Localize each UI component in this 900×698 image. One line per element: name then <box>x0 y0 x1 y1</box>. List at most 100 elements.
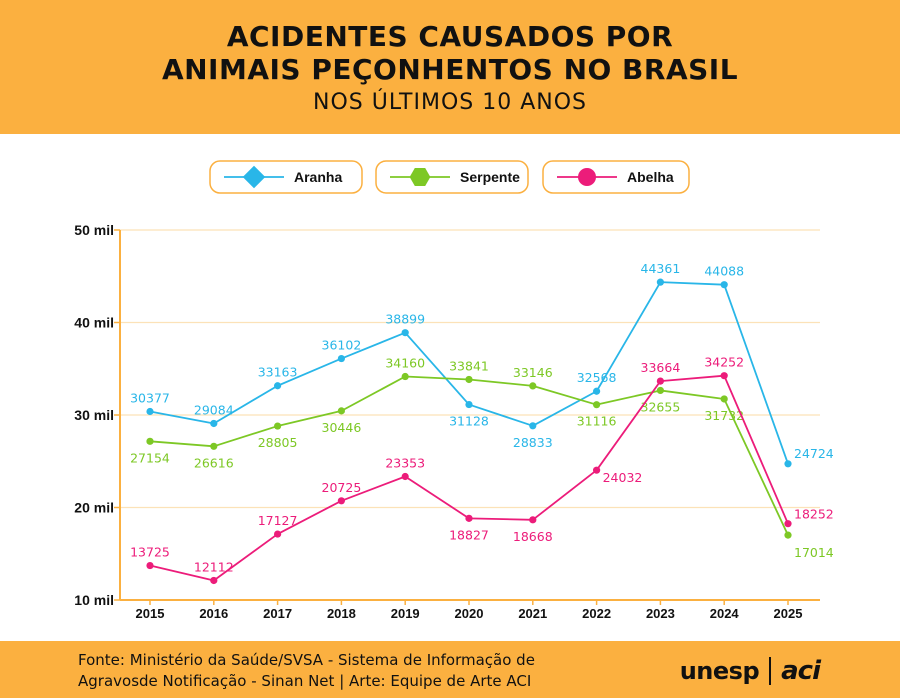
chart-title: ACIDENTES CAUSADOS POR ANIMAIS PEÇONHENT… <box>0 20 900 86</box>
data-label: 32655 <box>641 399 681 414</box>
x-tick-label: 2015 <box>136 606 165 621</box>
line-chart: 10 mil 20 mil 30 mil 40 mil 50 mil 2015 2016 20… <box>74 160 834 621</box>
data-label: 31732 <box>704 408 744 423</box>
aci-logo: aci <box>781 656 821 686</box>
data-point <box>784 520 792 528</box>
legend-label: Abelha <box>627 169 674 185</box>
data-label: 33163 <box>258 365 298 380</box>
data-point <box>784 531 792 539</box>
data-label: 20725 <box>322 480 362 495</box>
data-label: 44361 <box>641 261 681 276</box>
data-point <box>210 576 218 585</box>
data-point <box>593 401 601 409</box>
legend-label: Serpente <box>460 169 520 185</box>
data-label: 24032 <box>603 470 643 485</box>
data-label: 34252 <box>704 355 744 370</box>
data-label: 13725 <box>130 545 170 560</box>
data-point <box>656 278 665 286</box>
legend-item-box <box>375 160 529 194</box>
x-tick-label: 2021 <box>518 606 547 621</box>
data-point <box>210 419 218 428</box>
data-point <box>593 387 601 395</box>
data-point <box>720 395 728 403</box>
x-tick-label: 2019 <box>391 606 420 621</box>
data-label: 30446 <box>322 420 362 435</box>
series-line <box>149 375 789 536</box>
data-point <box>146 437 154 445</box>
data-point <box>210 442 218 450</box>
x-tick-label: 2024 <box>710 606 740 621</box>
x-tick-label: 2016 <box>199 606 228 621</box>
data-label: 34160 <box>385 356 425 371</box>
source-line2: Agravosde Notificação - Sinan Net | Arte… <box>78 672 532 690</box>
data-point <box>465 514 473 522</box>
x-tick-label: 2025 <box>774 606 803 621</box>
legend-label: Aranha <box>294 169 342 185</box>
chart-title-line1: ACIDENTES CAUSADOS POR <box>226 20 674 53</box>
logo-divider <box>769 657 772 685</box>
header-banner: ACIDENTES CAUSADOS POR ANIMAIS PEÇONHENT… <box>0 0 900 134</box>
data-point <box>593 466 601 474</box>
data-point <box>337 407 345 415</box>
data-point <box>529 422 537 430</box>
data-label: 18668 <box>513 529 553 544</box>
data-label: 30377 <box>130 391 170 406</box>
data-label: 18252 <box>794 507 834 522</box>
data-point <box>146 561 154 570</box>
chart-subtitle: NOS ÚLTIMOS 10 ANOS <box>312 90 588 115</box>
data-label: 18827 <box>449 527 489 542</box>
data-label: 44088 <box>704 264 744 279</box>
data-label: 36102 <box>322 338 362 353</box>
chart-title-line2: ANIMAIS PEÇONHENTOS NO BRASIL <box>161 53 739 86</box>
data-point <box>337 497 345 505</box>
data-label: 33146 <box>513 365 553 380</box>
legend-item-box <box>209 160 363 194</box>
footer-banner: Fonte: Ministério da Saúde/SVSA - Sistem… <box>0 641 900 698</box>
data-label: 17014 <box>794 545 834 560</box>
data-label: 23353 <box>385 455 425 470</box>
data-point <box>465 400 473 409</box>
data-label: 38899 <box>385 312 425 327</box>
data-point <box>656 386 665 395</box>
data-label: 24724 <box>794 446 834 461</box>
source-note: Fonte: Ministério da Saúde/SVSA - Sistem… <box>78 650 535 692</box>
data-point <box>784 460 792 468</box>
data-label: 12112 <box>194 559 234 574</box>
data-point <box>274 422 282 430</box>
y-tick-label: 50 mil <box>74 222 114 238</box>
x-tick-label: 2017 <box>263 606 292 621</box>
data-label: 26616 <box>194 455 234 470</box>
x-tick-label: 2023 <box>646 606 675 621</box>
x-tick-label: 2018 <box>327 606 356 621</box>
data-point <box>529 382 537 390</box>
data-label: 32568 <box>577 370 617 385</box>
y-tick-label: 40 mil <box>74 315 114 331</box>
data-point <box>274 382 282 390</box>
data-point <box>401 372 409 381</box>
source-line1: Fonte: Ministério da Saúde/SVSA - Sistem… <box>78 651 535 669</box>
y-tick-label: 20 mil <box>74 500 114 516</box>
data-label: 29084 <box>194 402 234 417</box>
data-label: 31116 <box>577 414 617 429</box>
data-point <box>465 375 473 384</box>
data-label: 28805 <box>258 435 298 450</box>
legend-marker <box>242 165 266 189</box>
logos: unesp aci <box>679 656 821 686</box>
x-tick-label: 2022 <box>582 606 611 621</box>
data-label: 31128 <box>449 414 489 429</box>
data-label: 17127 <box>258 513 298 528</box>
data-point <box>146 407 154 416</box>
data-point <box>656 377 665 385</box>
data-label: 28833 <box>513 435 553 450</box>
x-tick-label: 2020 <box>455 606 484 621</box>
data-point <box>337 354 345 363</box>
legend-marker <box>578 168 596 186</box>
unesp-logo: unesp <box>679 657 760 685</box>
legend-marker <box>409 168 431 186</box>
data-point <box>274 530 282 538</box>
y-tick-label: 30 mil <box>74 407 114 423</box>
data-label: 27154 <box>130 450 170 465</box>
data-point <box>720 372 728 380</box>
data-point <box>720 281 728 289</box>
data-point <box>401 472 409 481</box>
